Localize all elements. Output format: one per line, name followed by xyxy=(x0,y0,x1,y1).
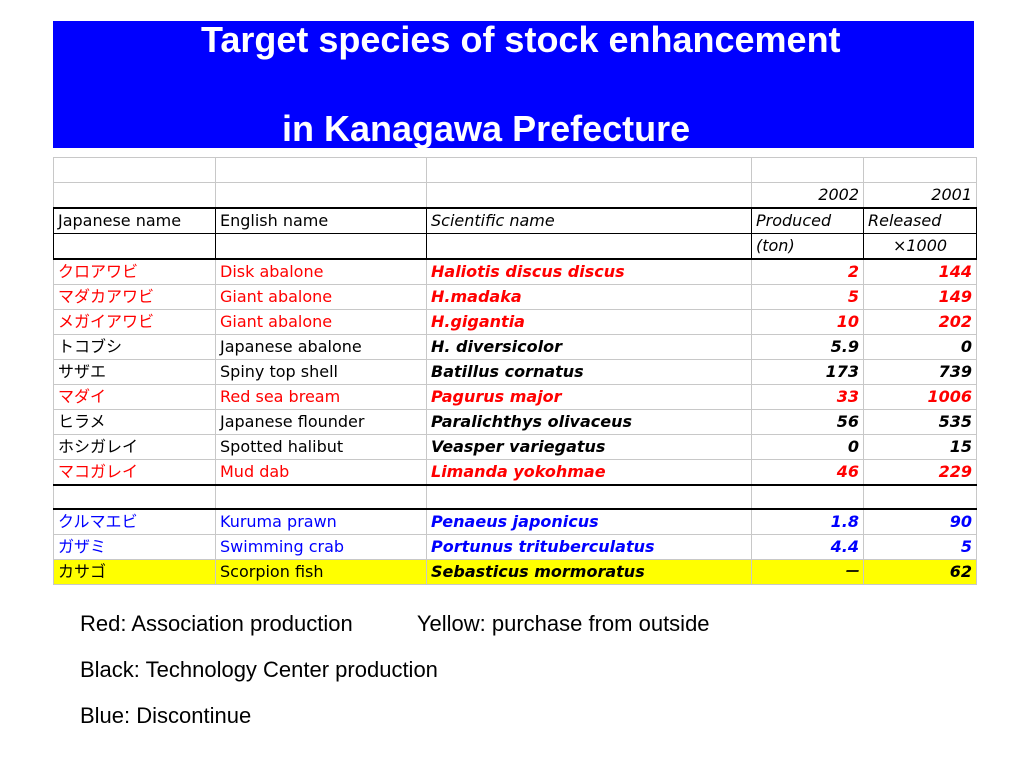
produced-cell: 33 xyxy=(751,383,864,410)
table-header-row: Japanese name English name Scientific na… xyxy=(53,206,977,234)
scientific-name-cell: H.madaka xyxy=(426,283,752,310)
released-cell: 90 xyxy=(863,508,977,535)
released-cell: 202 xyxy=(863,308,977,335)
japanese-name-cell: マコガレイ xyxy=(53,458,216,486)
produced-cell: 2 xyxy=(751,257,864,285)
year-produced: 2002 xyxy=(751,181,864,208)
table-units-row: (ton) ×1000 xyxy=(53,232,977,259)
japanese-name-cell: カサゴ xyxy=(53,559,216,585)
english-name-cell: Japanese flounder xyxy=(215,408,427,435)
japanese-name-cell: マダイ xyxy=(53,383,216,410)
table-row: トコブシ Japanese abalone H. diversicolor 5.9 0 xyxy=(53,333,977,360)
released-cell: 1006 xyxy=(863,383,977,410)
header-produced: Produced xyxy=(751,206,864,234)
year-released: 2001 xyxy=(863,181,977,208)
legend-blue: Blue: Discontinue xyxy=(80,703,252,728)
table-row: カサゴ Scorpion fish Sebasticus mormoratus － 62 xyxy=(53,559,977,585)
scientific-name-cell: Limanda yokohmae xyxy=(426,458,752,486)
table-row-years: 2002 2001 xyxy=(53,181,977,208)
scientific-name-cell: H. diversicolor xyxy=(426,333,752,360)
english-name-cell: Kuruma prawn xyxy=(215,508,427,535)
legend-line-1: Red: Association production Yellow: purc… xyxy=(80,611,710,637)
japanese-name-cell: マダカアワビ xyxy=(53,283,216,310)
table-row: サザエ Spiny top shell Batillus cornatus 173 73… xyxy=(53,358,977,385)
header-english-name: English name xyxy=(215,206,427,234)
produced-cell: 10 xyxy=(751,308,864,335)
released-cell: 15 xyxy=(863,433,977,460)
table-row: クルマエビ Kuruma prawn Penaeus japonicus 1.8 90 xyxy=(53,508,977,535)
produced-cell: － xyxy=(751,559,864,585)
scientific-name-cell: Paralichthys olivaceus xyxy=(426,408,752,435)
japanese-name-cell: クルマエビ xyxy=(53,508,216,535)
english-name-cell: Giant abalone xyxy=(215,308,427,335)
japanese-name-cell: クロアワビ xyxy=(53,257,216,285)
legend-black: Black: Technology Center production xyxy=(80,657,438,682)
scientific-name-cell: H.gigantia xyxy=(426,308,752,335)
produced-cell: 5.9 xyxy=(751,333,864,360)
japanese-name-cell: ヒラメ xyxy=(53,408,216,435)
title-banner: Target species of stock enhancement in K… xyxy=(53,19,974,149)
english-name-cell: Spiny top shell xyxy=(215,358,427,385)
scientific-name-cell: Sebasticus mormoratus xyxy=(426,559,752,585)
header-scientific-name: Scientific name xyxy=(426,206,752,234)
english-name-cell: Spotted halibut xyxy=(215,433,427,460)
english-name-cell: Scorpion fish xyxy=(215,559,427,585)
produced-cell: 5 xyxy=(751,283,864,310)
table-row-empty xyxy=(53,157,977,183)
title-line-1: Target species of stock enhancement xyxy=(201,19,841,60)
species-table: 2002 2001 Japanese name English name Sci… xyxy=(53,157,977,585)
released-cell: 62 xyxy=(863,559,977,585)
english-name-cell: Mud dab xyxy=(215,458,427,486)
header-released: Released xyxy=(863,206,977,234)
japanese-name-cell: トコブシ xyxy=(53,333,216,360)
released-cell: 739 xyxy=(863,358,977,385)
produced-cell: 56 xyxy=(751,408,864,435)
produced-cell: 4.4 xyxy=(751,534,864,560)
table-row: マダカアワビ Giant abalone H.madaka 5 149 xyxy=(53,283,977,310)
scientific-name-cell: Penaeus japonicus xyxy=(426,508,752,535)
table-row: マコガレイ Mud dab Limanda yokohmae 46 229 xyxy=(53,458,977,486)
scientific-name-cell: Veasper variegatus xyxy=(426,433,752,460)
japanese-name-cell: ガザミ xyxy=(53,534,216,560)
produced-cell: 0 xyxy=(751,433,864,460)
unit-produced: (ton) xyxy=(751,232,864,259)
english-name-cell: Giant abalone xyxy=(215,283,427,310)
produced-cell: 1.8 xyxy=(751,508,864,535)
japanese-name-cell: ホシガレイ xyxy=(53,433,216,460)
english-name-cell: Swimming crab xyxy=(215,534,427,560)
produced-cell: 46 xyxy=(751,458,864,486)
released-cell: 144 xyxy=(863,257,977,285)
unit-released: ×1000 xyxy=(863,232,977,259)
produced-cell: 173 xyxy=(751,358,864,385)
released-cell: 229 xyxy=(863,458,977,486)
scientific-name-cell: Haliotis discus discus xyxy=(426,257,752,285)
table-row: クロアワビ Disk abalone Haliotis discus discus 2… xyxy=(53,257,977,285)
legend-red: Red: Association production xyxy=(80,611,353,636)
released-cell: 535 xyxy=(863,408,977,435)
legend-yellow: Yellow: purchase from outside xyxy=(416,611,710,636)
title-line-2: in Kanagawa Prefecture xyxy=(282,108,691,149)
scientific-name-cell: Batillus cornatus xyxy=(426,358,752,385)
table-row: ホシガレイ Spotted halibut Veasper variegatus 0 1… xyxy=(53,433,977,460)
table-row-separator xyxy=(53,484,977,510)
english-name-cell: Disk abalone xyxy=(215,257,427,285)
released-cell: 0 xyxy=(863,333,977,360)
english-name-cell: Red sea bream xyxy=(215,383,427,410)
released-cell: 5 xyxy=(863,534,977,560)
header-japanese-name: Japanese name xyxy=(53,206,216,234)
table-row: メガイアワビ Giant abalone H.gigantia 10 202 xyxy=(53,308,977,335)
scientific-name-cell: Portunus trituberculatus xyxy=(426,534,752,560)
table-row: マダイ Red sea bream Pagurus major 33 1006 xyxy=(53,383,977,410)
english-name-cell: Japanese abalone xyxy=(215,333,427,360)
scientific-name-cell: Pagurus major xyxy=(426,383,752,410)
table-row: ヒラメ Japanese flounder Paralichthys olivace… xyxy=(53,408,977,435)
table-row: ガザミ Swimming crab Portunus trituberculatus… xyxy=(53,534,977,560)
released-cell: 149 xyxy=(863,283,977,310)
japanese-name-cell: メガイアワビ xyxy=(53,308,216,335)
japanese-name-cell: サザエ xyxy=(53,358,216,385)
